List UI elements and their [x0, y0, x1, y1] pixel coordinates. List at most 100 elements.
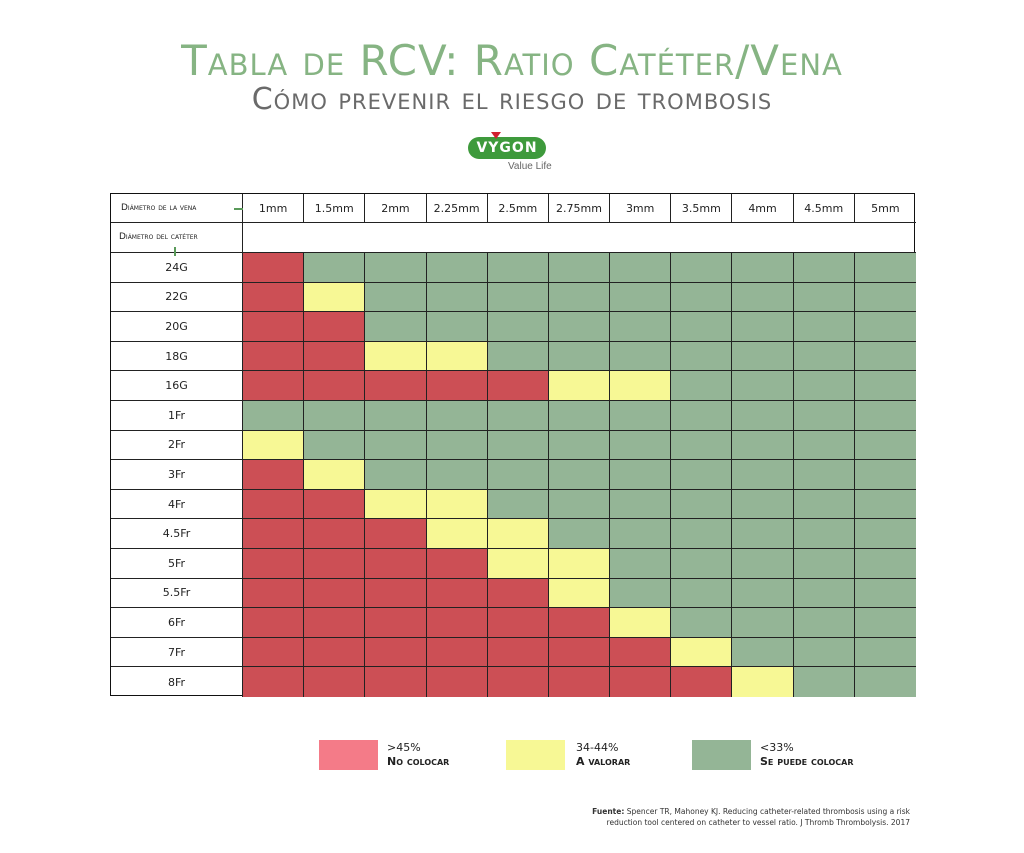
ratio-cell-green [610, 341, 672, 372]
legend-range: 34-44% [576, 741, 619, 754]
ratio-cell-green [793, 637, 855, 668]
ratio-cell-green [854, 312, 916, 342]
catheter-size-label: 7Fr [111, 637, 243, 668]
ratio-cell-red [243, 341, 305, 372]
ratio-cell-green [732, 578, 794, 609]
page-title: Tabla de RCV: Ratio Catéter/Vena [181, 36, 843, 85]
ratio-cell-red [243, 667, 305, 697]
ratio-cell-green [487, 489, 549, 520]
ratio-cell-green [732, 608, 794, 638]
ratio-cell-green [487, 282, 549, 313]
ratio-cell-green [793, 667, 855, 697]
ratio-cell-green [365, 460, 427, 490]
ratio-cell-red [487, 371, 549, 401]
logo-tagline: Value Life [508, 161, 552, 172]
ratio-cell-green [732, 312, 794, 342]
ratio-cell-red [243, 371, 305, 401]
ratio-cell-red [365, 549, 427, 579]
vein-size-header: 3mm [610, 194, 672, 223]
ratio-cell-red [304, 312, 366, 342]
ratio-cell-green [426, 253, 488, 283]
legend-range: >45% [387, 741, 421, 754]
ratio-cell-green [365, 282, 427, 313]
ratio-cell-green [671, 371, 733, 401]
ratio-cell-green [610, 401, 672, 431]
ratio-cell-red [487, 667, 549, 697]
ratio-cell-green [304, 430, 366, 461]
ratio-cell-green [610, 460, 672, 490]
catheter-size-label: 4.5Fr [111, 519, 243, 549]
ratio-cell-green [854, 253, 916, 283]
ratio-cell-red [487, 578, 549, 609]
ratio-cell-green [671, 549, 733, 579]
ratio-cell-green [854, 401, 916, 431]
vein-size-header: 5mm [854, 194, 916, 223]
ratio-cell-green [732, 430, 794, 461]
ratio-cell-green [732, 637, 794, 668]
legend-swatch [692, 740, 751, 770]
legend-text: 34-44% A valorar [576, 741, 630, 769]
ratio-cell-green [732, 371, 794, 401]
ratio-cell-red [487, 637, 549, 668]
catheter-size-label: 5.5Fr [111, 578, 243, 609]
ratio-cell-red [548, 608, 611, 638]
ratio-cell-green [671, 341, 733, 372]
legend-text: <33% Se puede colocar [760, 741, 853, 769]
vein-size-header: 3.5mm [671, 194, 733, 223]
ratio-cell-green [365, 312, 427, 342]
catheter-size-label: 20G [111, 312, 243, 342]
ratio-cell-yellow [610, 371, 672, 401]
ratio-cell-green [793, 608, 855, 638]
ratio-cell-green [854, 430, 916, 461]
legend-range: <33% [760, 741, 794, 754]
ratio-cell-green [671, 401, 733, 431]
ratio-cell-red [243, 282, 305, 313]
ratio-cell-yellow [610, 608, 672, 638]
ratio-cell-green [732, 489, 794, 520]
ratio-cell-green [793, 519, 855, 549]
ratio-cell-red [365, 519, 427, 549]
ratio-cell-green [793, 401, 855, 431]
ratio-cell-red [243, 608, 305, 638]
source-label: Fuente: [592, 807, 625, 816]
ratio-cell-red [426, 667, 488, 697]
catheter-diameter-label: Diámetro del catéter [119, 232, 198, 242]
ratio-cell-yellow [548, 549, 611, 579]
ratio-cell-red [304, 608, 366, 638]
ratio-cell-green [732, 460, 794, 490]
source-text: Spencer TR, Mahoney KJ. Reducing cathete… [606, 807, 910, 827]
ratio-cell-red [365, 637, 427, 668]
ratio-cell-red [671, 667, 733, 697]
ratio-cell-green [793, 341, 855, 372]
ratio-cell-red [243, 549, 305, 579]
ratio-cell-red [304, 578, 366, 609]
ratio-cell-red [426, 371, 488, 401]
ratio-cell-yellow [671, 637, 733, 668]
vein-size-header: 2.25mm [426, 194, 488, 223]
ratio-cell-green [793, 430, 855, 461]
legend-text: >45% No colocar [387, 741, 449, 769]
ratio-cell-red [365, 578, 427, 609]
ratio-cell-yellow [426, 341, 488, 372]
ratio-cell-red [365, 371, 427, 401]
ratio-cell-green [548, 460, 611, 490]
ratio-cell-green [854, 489, 916, 520]
ratio-cell-red [610, 637, 672, 668]
rcv-table: Diámetro de la vena Diámetro del catéter 1… [110, 193, 916, 697]
ratio-cell-green [426, 401, 488, 431]
ratio-cell-red [487, 608, 549, 638]
ratio-cell-green [854, 578, 916, 609]
ratio-cell-red [426, 608, 488, 638]
ratio-cell-green [854, 341, 916, 372]
ratio-cell-green [793, 460, 855, 490]
ratio-cell-green [732, 253, 794, 283]
ratio-cell-yellow [243, 430, 305, 461]
ratio-cell-green [487, 312, 549, 342]
ratio-cell-green [548, 401, 611, 431]
ratio-cell-red [426, 637, 488, 668]
ratio-cell-green [732, 519, 794, 549]
ratio-cell-yellow [732, 667, 794, 697]
ratio-cell-yellow [548, 578, 611, 609]
catheter-size-label: 16G [111, 371, 243, 401]
legend-swatch [319, 740, 378, 770]
